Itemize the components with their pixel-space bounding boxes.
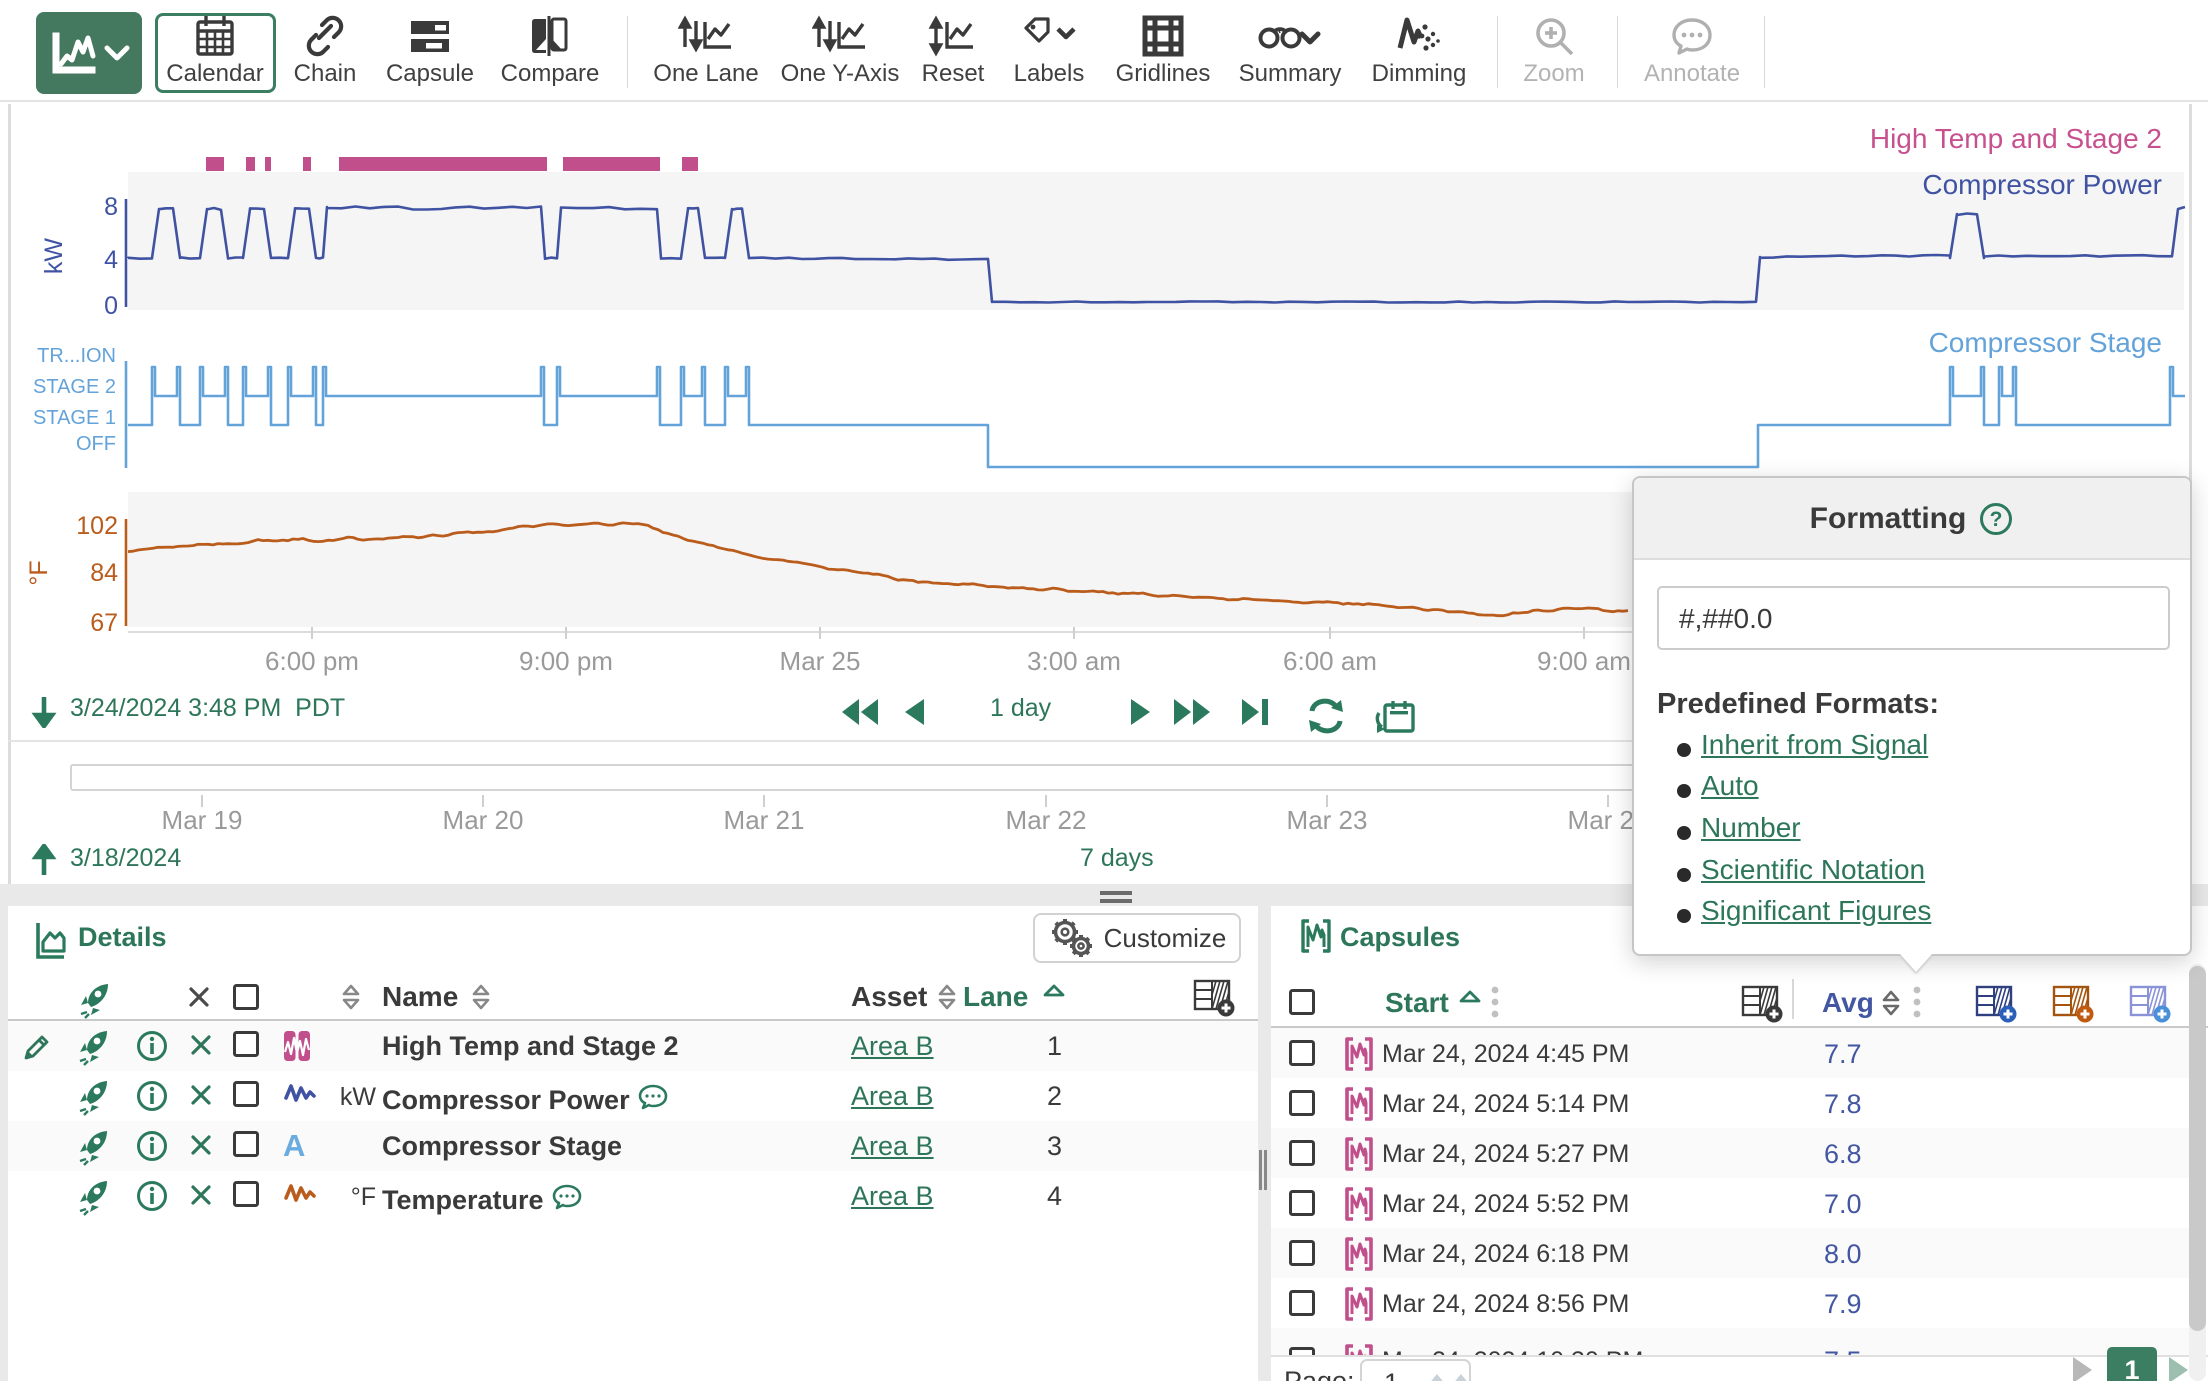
svg-text:9:00 pm: 9:00 pm [519, 646, 613, 676]
svg-text:°F: °F [25, 560, 53, 585]
svg-text:Compressor Power: Compressor Power [1922, 169, 2162, 200]
svg-text:4: 4 [104, 246, 118, 274]
svg-text:9:00 am: 9:00 am [1537, 646, 1631, 676]
svg-text:Mar 20: Mar 20 [443, 805, 524, 835]
svg-text:Mar 19: Mar 19 [162, 805, 243, 835]
svg-text:67: 67 [90, 609, 118, 637]
svg-text:High Temp and Stage 2: High Temp and Stage 2 [1870, 123, 2162, 154]
svg-text:OFF: OFF [76, 433, 116, 455]
svg-text:Mar 23: Mar 23 [1287, 805, 1368, 835]
svg-text:TR...ION: TR...ION [37, 345, 116, 367]
svg-text:kW: kW [40, 238, 68, 275]
svg-text:Mar 22: Mar 22 [1006, 805, 1087, 835]
svg-text:STAGE 1: STAGE 1 [33, 407, 116, 429]
svg-text:?: ? [1990, 508, 2003, 531]
svg-text:Mar 21: Mar 21 [724, 805, 805, 835]
svg-text:6:00 am: 6:00 am [1283, 646, 1377, 676]
svg-text:0: 0 [104, 292, 118, 320]
svg-text:8: 8 [104, 193, 118, 221]
svg-text:Compressor Stage: Compressor Stage [1929, 327, 2162, 358]
svg-text:Mar 25: Mar 25 [780, 646, 861, 676]
svg-text:6:00 pm: 6:00 pm [265, 646, 359, 676]
svg-text:STAGE 2: STAGE 2 [33, 376, 116, 398]
svg-text:3:00 am: 3:00 am [1027, 646, 1121, 676]
svg-text:84: 84 [90, 559, 118, 587]
svg-text:102: 102 [76, 512, 118, 540]
